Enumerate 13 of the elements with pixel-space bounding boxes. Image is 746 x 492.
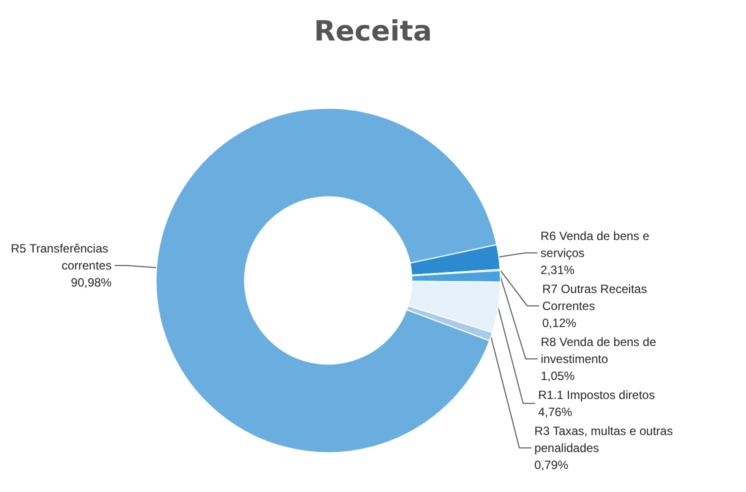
- data-label: 4,76%: [538, 404, 572, 419]
- slice-label: R8 Venda de bens de investimento: [540, 334, 660, 366]
- data-label: 0,79%: [534, 458, 569, 472]
- slice-label: R6 Venda de bens e serviços: [540, 228, 653, 260]
- data-label: 1,05%: [540, 368, 576, 383]
- slice-label: R1.1 Impostos diretos: [538, 388, 655, 402]
- data-label: 0,12%: [542, 316, 577, 330]
- data-label: 90,98%: [70, 275, 112, 290]
- slice-label: R7 Outras Receitas Correntes: [542, 282, 650, 313]
- slice-label: R3 Taxas, multas e outras penalidades: [534, 424, 676, 455]
- slice-label: R5 Transferências correntes: [10, 241, 112, 272]
- data-label: 2,31%: [540, 262, 575, 277]
- chart-title: Receita: [314, 14, 432, 48]
